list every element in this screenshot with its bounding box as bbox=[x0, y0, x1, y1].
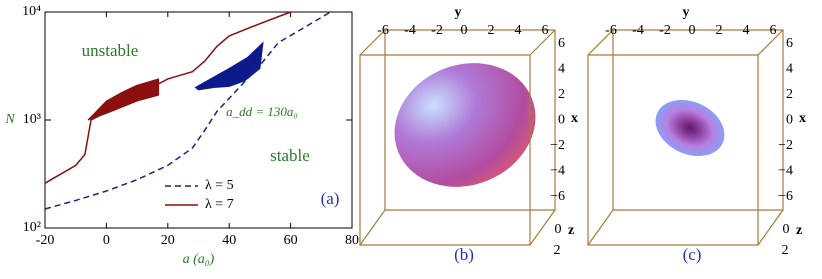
y-tick-label: -2 bbox=[659, 23, 671, 38]
z-tick-label: 2 bbox=[554, 243, 561, 258]
ellipsoid bbox=[394, 63, 536, 187]
y-tick-label: 4 bbox=[743, 23, 750, 38]
x-tick-label: 0 bbox=[786, 113, 793, 128]
x-tick-label: 2 bbox=[786, 87, 793, 102]
axis-name: z bbox=[796, 223, 802, 238]
panel-label: (b) bbox=[454, 245, 474, 264]
z-tick-label: 2 bbox=[782, 243, 789, 258]
y-tick-label: 10⁴ bbox=[22, 4, 41, 19]
region bbox=[194, 41, 264, 91]
axis-name: y bbox=[455, 5, 462, 20]
axis-name: z bbox=[568, 223, 574, 238]
y-tick-label: 6 bbox=[770, 23, 777, 38]
series-line bbox=[44, 11, 331, 210]
annotation: unstable bbox=[82, 41, 139, 60]
box-edges bbox=[587, 29, 784, 246]
y-tick-label: 6 bbox=[542, 23, 549, 38]
y-tick-label: 0 bbox=[689, 23, 696, 38]
y-tick-label: 10³ bbox=[23, 112, 41, 127]
x-tick-label: 80 bbox=[345, 233, 359, 248]
y-tick-label: 2 bbox=[716, 23, 723, 38]
x-tick-label: 6 bbox=[558, 36, 565, 51]
y-tick-label: 4 bbox=[515, 23, 522, 38]
x-tick-label: −6 bbox=[550, 189, 565, 204]
z-tick-label: 0 bbox=[783, 222, 790, 237]
annotation: a_dd = 130a₀ bbox=[226, 104, 298, 119]
box-edges bbox=[359, 29, 556, 246]
x-tick-label: 40 bbox=[222, 233, 236, 248]
torus bbox=[655, 99, 725, 157]
y-tick-label: -6 bbox=[605, 23, 617, 38]
x-tick-label: −2 bbox=[778, 138, 793, 153]
x-tick-label: −6 bbox=[778, 189, 793, 204]
y-tick-label: -6 bbox=[377, 23, 389, 38]
y-tick-label: 0 bbox=[461, 23, 468, 38]
x-tick-label: -20 bbox=[36, 233, 55, 248]
x-tick-label: −2 bbox=[550, 138, 565, 153]
panel-label: (a) bbox=[321, 189, 340, 208]
x-tick-label: 20 bbox=[161, 233, 175, 248]
y-tick-label: -4 bbox=[632, 23, 644, 38]
region bbox=[87, 78, 160, 121]
y-axis-label: N bbox=[4, 112, 15, 127]
x-tick-label: −4 bbox=[778, 164, 793, 179]
y-tick-label: -2 bbox=[431, 23, 443, 38]
x-tick-label: 0 bbox=[103, 233, 110, 248]
axis-name: x bbox=[571, 111, 578, 126]
x-tick-label: 0 bbox=[558, 113, 565, 128]
panel-label: (c) bbox=[683, 245, 702, 264]
y-tick-label: 10² bbox=[23, 220, 41, 235]
z-tick-label: 0 bbox=[555, 222, 562, 237]
x-tick-label: −4 bbox=[550, 164, 565, 179]
x-tick-label: 2 bbox=[558, 87, 565, 102]
x-axis-label: a (a₀) bbox=[183, 252, 215, 267]
y-tick-label: -4 bbox=[404, 23, 416, 38]
annotation: stable bbox=[270, 146, 310, 165]
legend-label: λ = 5 bbox=[205, 178, 234, 193]
x-tick-label: 6 bbox=[786, 36, 793, 51]
legend-label: λ = 7 bbox=[205, 197, 234, 212]
x-tick-label: 60 bbox=[284, 233, 298, 248]
axis-name: x bbox=[799, 111, 806, 126]
x-tick-label: 4 bbox=[558, 62, 565, 77]
x-tick-label: 4 bbox=[786, 62, 793, 77]
y-tick-label: 2 bbox=[488, 23, 495, 38]
series-line bbox=[44, 11, 291, 184]
axis-name: y bbox=[683, 5, 690, 20]
